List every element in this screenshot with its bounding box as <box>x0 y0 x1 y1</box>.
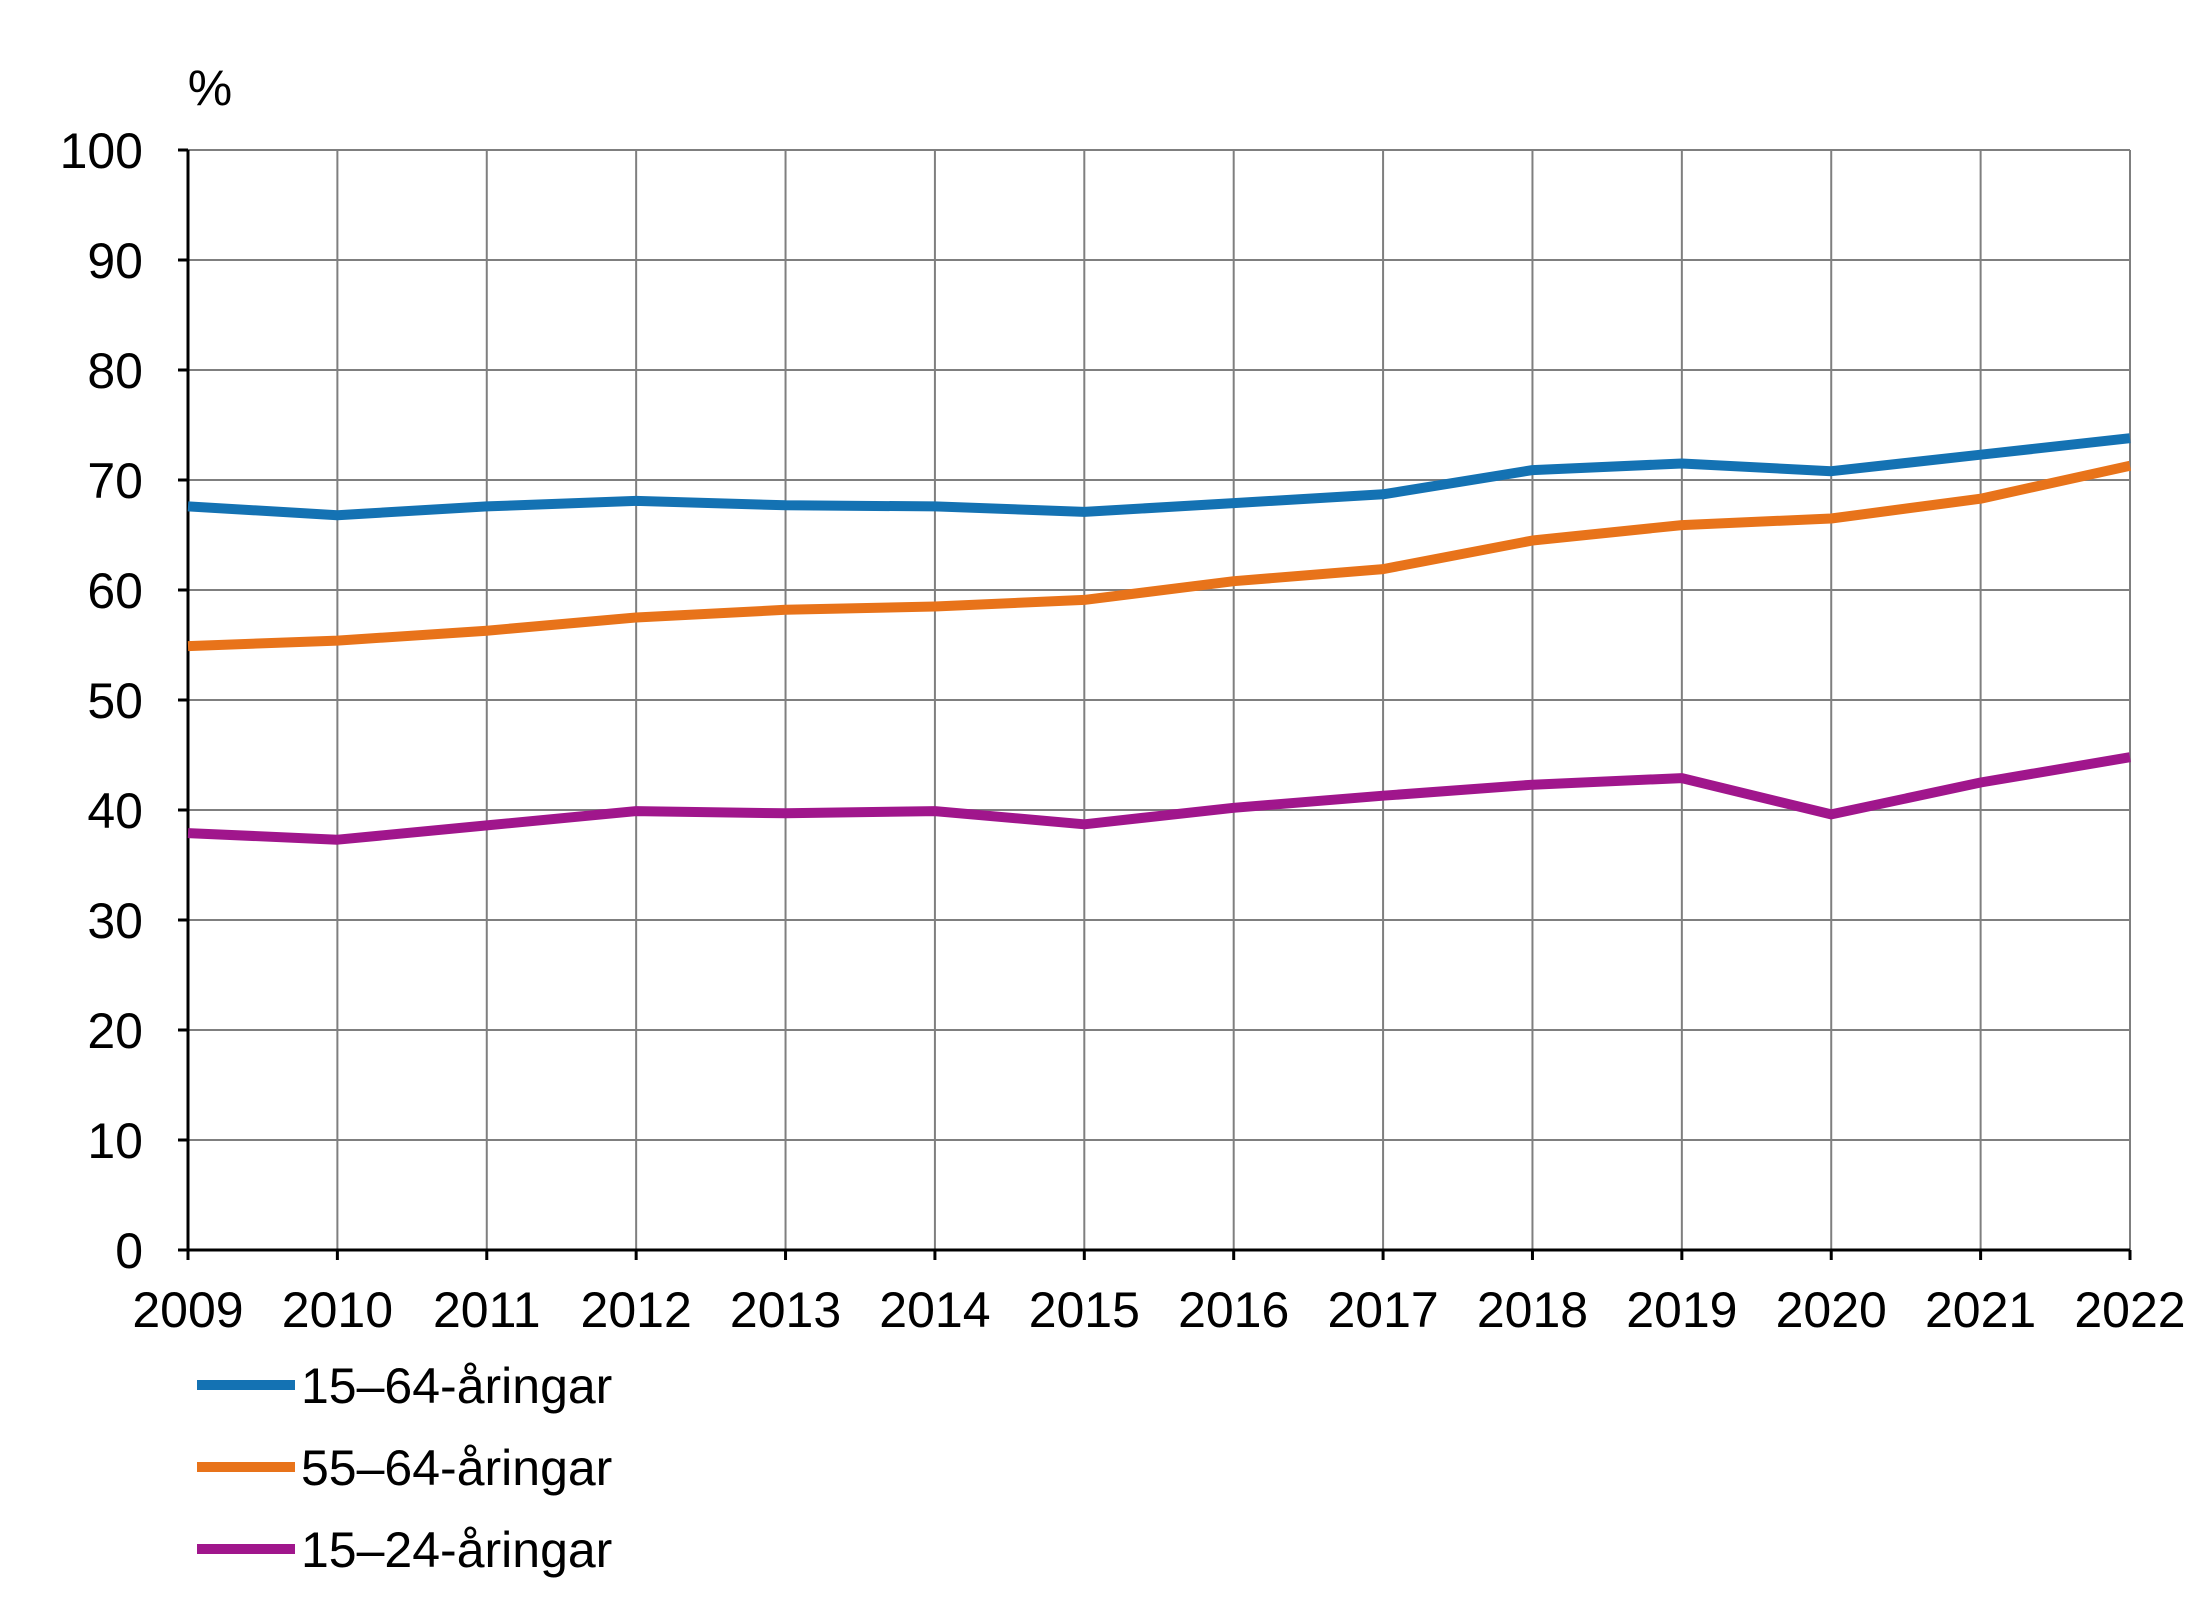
x-tick-label: 2013 <box>730 1282 841 1338</box>
y-tick-label: 40 <box>87 783 143 839</box>
legend-label: 15–24-åringar <box>301 1522 612 1578</box>
y-tick-label: 10 <box>87 1113 143 1169</box>
x-tick-label: 2021 <box>1925 1282 2036 1338</box>
series-line-3 <box>187 752 2131 845</box>
y-tick-label: 0 <box>115 1223 143 1279</box>
y-tick-label: 60 <box>87 563 143 619</box>
x-tick-label: 2009 <box>132 1282 243 1338</box>
x-axis-ticks: 2009 2010 2011 2012 2013 2014 2015 2016 2017 2018… <box>132 1282 2185 1338</box>
x-tick-label: 2020 <box>1776 1282 1887 1338</box>
y-tick-label: 50 <box>87 673 143 729</box>
gridlines <box>188 149 2131 1250</box>
y-tick-label: 20 <box>87 1003 143 1059</box>
x-tick-label: 2014 <box>879 1282 990 1338</box>
y-tick-label: 90 <box>87 233 143 289</box>
x-tick-label: 2015 <box>1029 1282 1140 1338</box>
x-tick-label: 2022 <box>2074 1282 2185 1338</box>
x-tick-label: 2018 <box>1477 1282 1588 1338</box>
x-tick-label: 2019 <box>1626 1282 1737 1338</box>
y-tick-label: 80 <box>87 343 143 399</box>
x-tick-label: 2010 <box>282 1282 393 1338</box>
axes <box>178 148 2132 1260</box>
legend-label: 15–64-åringar <box>301 1358 612 1414</box>
y-tick-label: 30 <box>87 893 143 949</box>
x-tick-label: 2017 <box>1327 1282 1438 1338</box>
legend-label: 55–64-åringar <box>301 1440 612 1496</box>
y-tick-label: 70 <box>87 453 143 509</box>
y-axis-ticks: 0 10 20 30 40 50 60 70 80 90 100 <box>60 123 143 1279</box>
y-axis-unit-label: % <box>188 60 232 116</box>
series-line-1 <box>187 433 2131 521</box>
x-tick-label: 2016 <box>1178 1282 1289 1338</box>
legend: 15–64-åringar 55–64-åringar 15–24-åringar <box>197 1358 612 1578</box>
y-tick-label: 100 <box>60 123 143 179</box>
x-tick-label: 2012 <box>581 1282 692 1338</box>
series-line-2 <box>187 460 2132 652</box>
x-tick-label: 2011 <box>433 1282 541 1338</box>
series-lines <box>187 433 2132 845</box>
